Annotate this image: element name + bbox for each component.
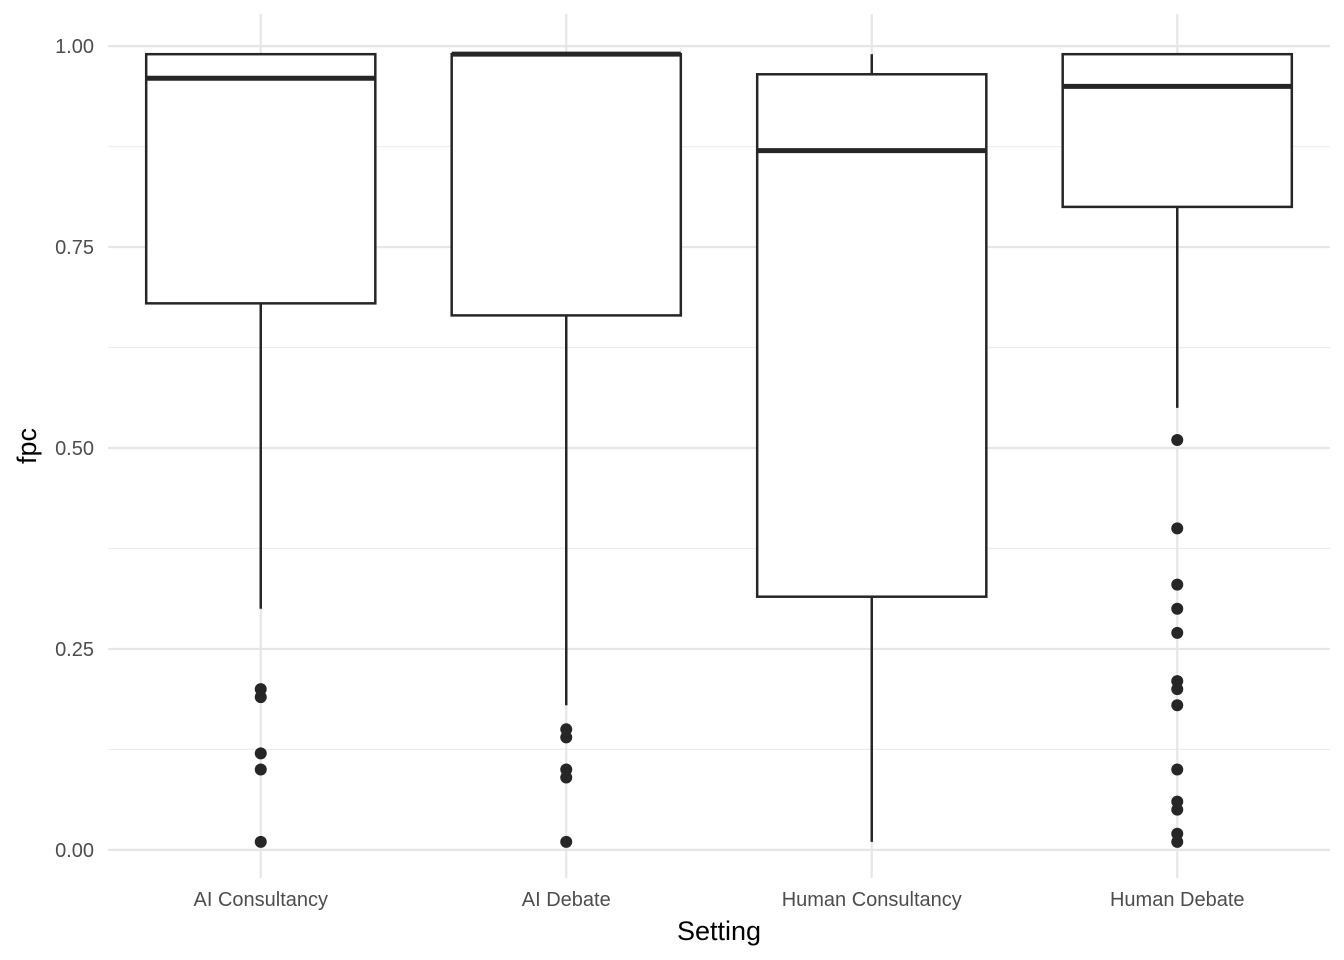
x-axis-title: Setting bbox=[677, 916, 761, 946]
box-group bbox=[450, 51, 683, 848]
outlier-point bbox=[1171, 803, 1184, 816]
box-iqr bbox=[144, 52, 377, 305]
outlier-point bbox=[560, 835, 573, 848]
y-tick-label: 0.25 bbox=[55, 639, 94, 661]
box-iqr bbox=[450, 52, 683, 317]
y-tick-label: 0.50 bbox=[55, 438, 94, 460]
outlier-point bbox=[1171, 835, 1184, 848]
outlier-point bbox=[560, 731, 573, 744]
outlier-point bbox=[254, 747, 267, 760]
x-tick-label: Human Consultancy bbox=[782, 889, 962, 911]
y-tick-label: 0.00 bbox=[55, 840, 94, 862]
box-group bbox=[144, 52, 377, 848]
outlier-point bbox=[1171, 433, 1184, 446]
x-tick-label: AI Consultancy bbox=[193, 889, 328, 911]
outlier-point bbox=[1171, 763, 1184, 776]
outlier-point bbox=[1171, 602, 1184, 615]
x-tick-label: AI Debate bbox=[522, 889, 611, 911]
box-iqr bbox=[755, 73, 988, 598]
x-tick-label: Human Debate bbox=[1110, 889, 1245, 911]
outlier-point bbox=[254, 691, 267, 704]
y-axis-title: fpc bbox=[12, 428, 42, 464]
outlier-point bbox=[1171, 626, 1184, 639]
box-iqr bbox=[1061, 52, 1294, 209]
outlier-point bbox=[254, 763, 267, 776]
outlier-point bbox=[1171, 683, 1184, 696]
outlier-point bbox=[254, 835, 267, 848]
box-group bbox=[755, 54, 988, 842]
outlier-point bbox=[560, 771, 573, 784]
box-plots bbox=[144, 51, 1294, 848]
outlier-point bbox=[1171, 578, 1184, 591]
box-group bbox=[1061, 52, 1294, 848]
y-axis-tick-labels: 0.00 0.25 0.50 0.75 1.00 bbox=[55, 36, 94, 862]
y-tick-label: 1.00 bbox=[55, 36, 94, 58]
x-axis-tick-labels: AI Consultancy AI Debate Human Consultancy… bbox=[193, 889, 1244, 911]
y-tick-label: 0.75 bbox=[55, 237, 94, 259]
outlier-point bbox=[1171, 699, 1184, 712]
outlier-point bbox=[1171, 522, 1184, 535]
